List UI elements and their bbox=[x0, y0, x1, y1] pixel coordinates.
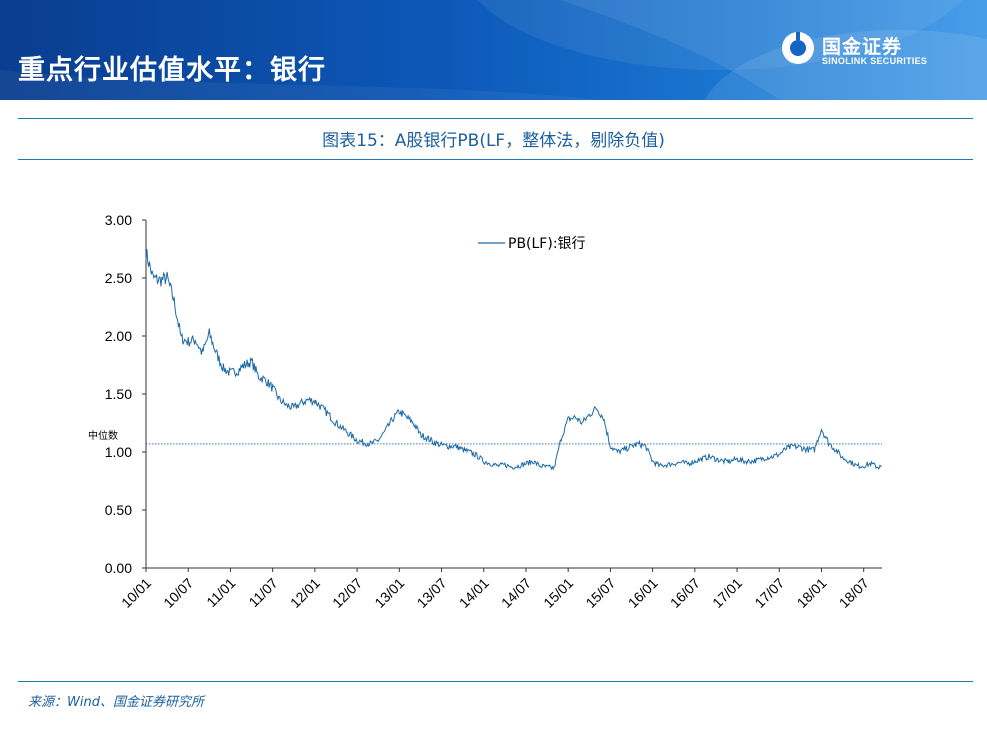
series-line-pb-bank bbox=[145, 248, 882, 471]
logo-mark-icon bbox=[782, 32, 814, 64]
figure-title: 图表15：A股银行PB(LF，整体法，剔除负值) bbox=[322, 131, 665, 151]
logo-name-cn: 国金证券 bbox=[822, 36, 903, 58]
x-tick-label: 16/07 bbox=[667, 575, 703, 611]
title-rule-top bbox=[18, 118, 973, 119]
x-tick-label: 11/07 bbox=[245, 575, 281, 611]
y-tick-label: 3.00 bbox=[105, 212, 132, 228]
y-tick-label: 0.50 bbox=[105, 502, 132, 518]
x-tick-label: 17/01 bbox=[709, 575, 745, 611]
title-rule-bottom bbox=[18, 159, 973, 160]
x-tick-label: 13/07 bbox=[414, 575, 450, 611]
x-tick-label: 18/07 bbox=[836, 575, 872, 611]
logo-name-en: SINOLINK SECURITIES bbox=[822, 56, 928, 66]
y-tick-label: 0.00 bbox=[105, 560, 132, 576]
page-title: 重点行业估值水平：银行 bbox=[18, 55, 326, 86]
x-tick-label: 16/01 bbox=[625, 575, 661, 611]
brand-logo: 国金证券 SINOLINK SECURITIES bbox=[780, 30, 960, 70]
y-tick-label: 2.50 bbox=[105, 270, 132, 286]
x-tick-label: 12/01 bbox=[287, 575, 323, 611]
source-rule bbox=[18, 681, 973, 682]
x-tick-label: 15/01 bbox=[540, 575, 576, 611]
x-tick-label: 12/07 bbox=[329, 575, 365, 611]
y-tick-label: 1.50 bbox=[105, 386, 132, 402]
x-tick-label: 18/01 bbox=[794, 575, 830, 611]
y-tick-label: 2.00 bbox=[105, 328, 132, 344]
source-note: 来源：Wind、国金证券研究所 bbox=[28, 695, 204, 710]
x-tick-label: 11/01 bbox=[203, 575, 239, 611]
page-header: 重点行业估值水平：银行 国金证券 SINOLINK SECURITIES bbox=[0, 0, 987, 100]
x-tick-label: 17/07 bbox=[751, 575, 787, 611]
x-tick-label: 14/07 bbox=[498, 575, 534, 611]
x-tick-label: 14/01 bbox=[456, 575, 492, 611]
x-tick-label: 10/07 bbox=[160, 575, 196, 611]
y-tick-label: 1.00 bbox=[105, 444, 132, 460]
median-label: 中位数 bbox=[88, 429, 118, 442]
x-tick-label: 13/01 bbox=[371, 575, 407, 611]
x-tick-label: 15/07 bbox=[582, 575, 618, 611]
legend-label: PB(LF):银行 bbox=[508, 236, 586, 252]
header-decoration bbox=[0, 0, 987, 100]
x-tick-label: 10/01 bbox=[118, 575, 154, 611]
